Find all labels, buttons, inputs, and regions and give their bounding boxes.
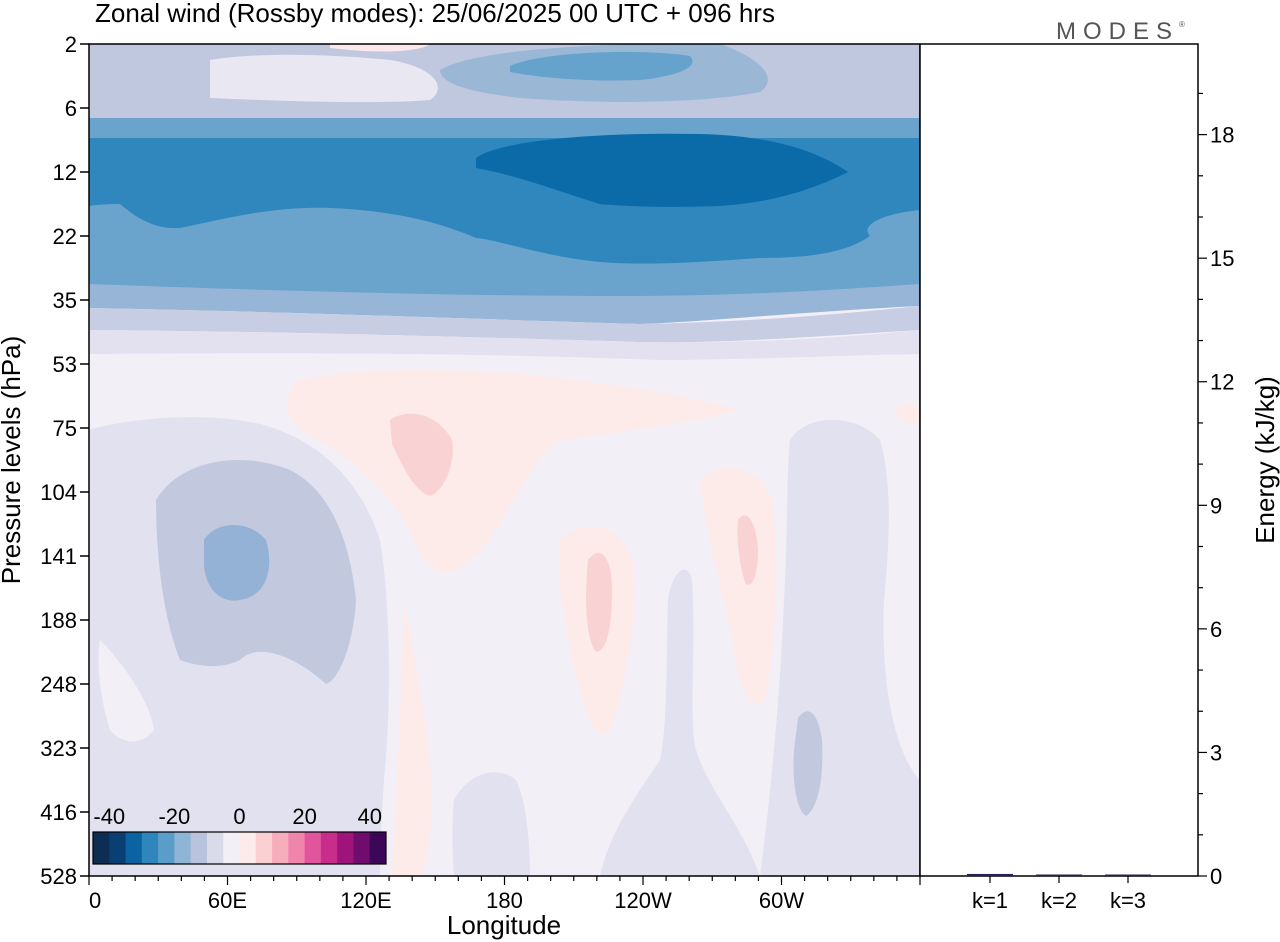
energy-bar [1105, 874, 1151, 876]
colorbar-swatch [337, 832, 354, 864]
y-tick-label: 323 [40, 736, 77, 761]
colorbar-swatch [109, 832, 127, 864]
colorbar-label: 0 [233, 804, 245, 829]
pos-anomaly-strip-160e [392, 610, 432, 876]
y-tick-label: 141 [40, 544, 77, 569]
colorbar-swatch [288, 832, 306, 864]
neg-anomaly-35w [793, 711, 823, 816]
band-mid-pale [89, 306, 920, 343]
colorbar-swatch [304, 832, 322, 864]
colorbar-swatch [272, 832, 289, 864]
brand-text: MODES [1056, 18, 1180, 45]
band-top-light [210, 54, 438, 103]
chart-title: Zonal wind (Rossby modes): 25/06/2025 00… [95, 0, 775, 28]
colorbar-swatch [369, 832, 387, 864]
heatmap [89, 44, 920, 876]
colorbar-swatch [158, 832, 175, 864]
band-mid-light [89, 284, 920, 324]
band-top-pink [330, 44, 430, 52]
energy-tick-label: 0 [1210, 864, 1222, 889]
energy-axis-label: Energy (kJ/kg) [1250, 376, 1280, 544]
category-label: k=1 [972, 888, 1008, 913]
y-tick-label: 248 [40, 672, 77, 697]
neg-anomaly-lower-mid [452, 772, 530, 876]
x-tick-label: 60W [759, 888, 804, 913]
energy-tick-label: 3 [1210, 740, 1222, 765]
pos-anomaly-105w-core [586, 552, 612, 652]
y-tick-label: 75 [53, 416, 77, 441]
colorbar-frame [92, 831, 387, 865]
colorbar-label: -40 [93, 804, 125, 829]
x-tick-label: 60E [208, 888, 247, 913]
energy-bars [967, 873, 1151, 876]
y-tick-label: 188 [40, 608, 77, 633]
energy-y-axis: 0 3 6 9 12 15 18 [1198, 92, 1234, 889]
pos-anomaly-70w-core [737, 515, 758, 585]
colorbar-swatch [223, 832, 240, 864]
colorbar-swatch [190, 832, 208, 864]
energy-tick-label: 15 [1210, 246, 1234, 271]
colorbar-label: 20 [292, 804, 316, 829]
x-axis-label: Longitude [447, 910, 561, 940]
y-tick-label: 2 [65, 32, 77, 57]
brand-logo: MODES® [1056, 18, 1185, 46]
colorbar-swatch [353, 832, 371, 864]
y-tick-label: 416 [40, 800, 77, 825]
neg-anomaly-white-hole [98, 640, 154, 742]
x-tick-label: 120E [340, 888, 391, 913]
energy-bar [1036, 874, 1082, 876]
x-axis-longitude: 0 60E 120E 180 120W 60W [88, 876, 921, 913]
y-tick-label: 528 [40, 864, 77, 889]
x-tick-label: 120W [614, 888, 672, 913]
category-label: k=2 [1041, 888, 1077, 913]
band-top-deep-patch [510, 51, 693, 81]
y-tick-label: 12 [53, 160, 77, 185]
pos-anomaly-140e [390, 413, 453, 496]
x-tick-label: 180 [486, 888, 523, 913]
neg-anomaly-strip-130w [600, 569, 760, 876]
colorbar-swatch [174, 832, 192, 864]
colorbar-swatch [206, 832, 224, 864]
y-axis-label: Pressure levels (hPa) [0, 336, 26, 585]
energy-bar [967, 873, 1013, 876]
y-tick-label: 35 [53, 288, 77, 313]
y-tick-label: 53 [53, 352, 77, 377]
colorbar: -40 -20 0 20 40 [92, 804, 387, 865]
colorbar-swatch [320, 832, 338, 864]
energy-panel [919, 43, 1199, 877]
colorbar-label: 40 [357, 804, 381, 829]
colorbar-swatch [93, 832, 110, 864]
band-upper-core [476, 133, 848, 207]
pos-anomaly-east-edge [896, 403, 920, 424]
energy-tick-label: 18 [1210, 123, 1234, 148]
y-tick-label: 6 [65, 96, 77, 121]
energy-tick-label: 9 [1210, 493, 1222, 518]
colorbar-swatch [141, 832, 159, 864]
y-tick-label: 104 [40, 480, 77, 505]
energy-tick-label: 6 [1210, 617, 1222, 642]
energy-tick-label: 12 [1210, 370, 1234, 395]
neg-anomaly-60e-core [204, 525, 270, 601]
y-axis-pressure: 2 6 12 22 35 53 75 104 141 188 248 323 416 528 [40, 32, 89, 889]
colorbar-label: -20 [158, 804, 190, 829]
pos-anomaly-70w [700, 468, 777, 704]
brand-registered-mark: ® [1179, 20, 1185, 29]
category-label: k=3 [1110, 888, 1146, 913]
y-tick-label: 22 [53, 224, 77, 249]
colorbar-swatch [255, 832, 273, 864]
band-mid-faint [89, 330, 920, 360]
energy-categories: k=1 k=2 k=3 [972, 876, 1146, 913]
colorbar-swatch [239, 832, 257, 864]
x-tick-label: 0 [89, 888, 101, 913]
colorbar-swatch [125, 832, 143, 864]
